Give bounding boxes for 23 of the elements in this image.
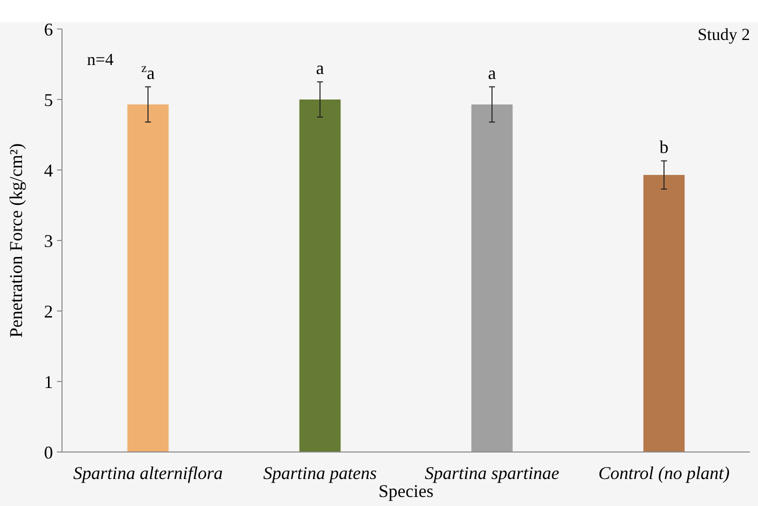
annotation: Study 2 (698, 25, 750, 44)
x-tick-label: Spartina spartinae (424, 463, 560, 483)
x-tick-label: Control (no plant) (598, 463, 730, 483)
y-tick-label: 4 (44, 160, 53, 180)
y-tick-label: 6 (44, 19, 53, 40)
y-tick-label: 0 (44, 442, 53, 462)
x-tick-label: Spartina alterniflora (73, 463, 223, 483)
annotation: $^{z}$a (141, 60, 155, 83)
bar (299, 100, 341, 452)
bar (471, 104, 513, 452)
y-tick-label: 2 (44, 301, 53, 322)
annotation: b (660, 136, 668, 157)
y-tick-label: 1 (44, 372, 53, 392)
y-axis-title: Penetration Force (kg/cm²) (6, 143, 26, 338)
annotation: a (316, 58, 324, 78)
y-tick-label: 3 (44, 230, 53, 251)
bar (643, 174, 685, 452)
bar (127, 104, 169, 452)
y-tick-label: 5 (44, 90, 53, 110)
annotation: n=4 (87, 50, 114, 69)
x-axis-title: Species (378, 481, 434, 501)
x-tick-label: Spartina patens (263, 463, 377, 483)
annotation: a (488, 62, 496, 83)
